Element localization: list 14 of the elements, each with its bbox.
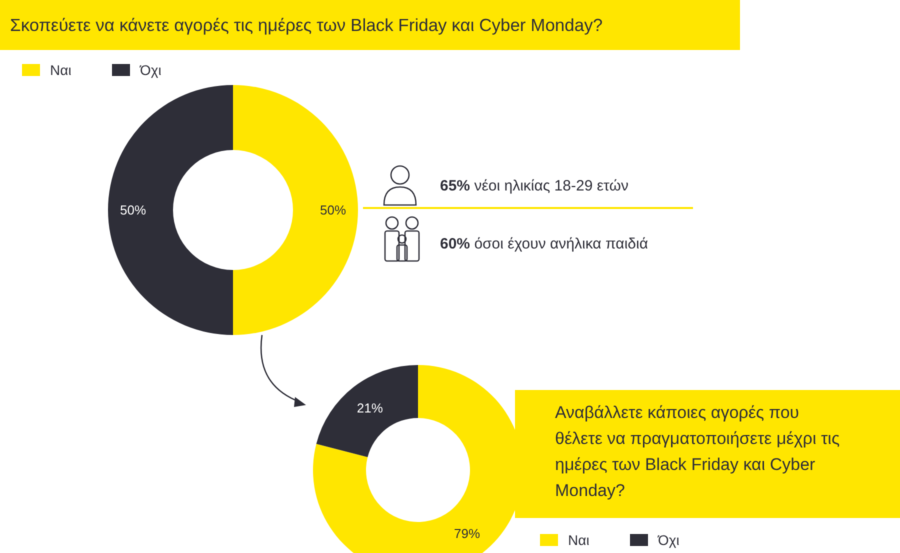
legend-label: Όχι	[657, 532, 680, 548]
legend-label: Ναι	[50, 62, 72, 78]
data-label: 50%	[120, 202, 146, 218]
data-label: 79%	[454, 526, 480, 541]
legend-label: Όχι	[139, 62, 162, 78]
donut-slice	[233, 85, 358, 335]
legend-label: Ναι	[568, 532, 590, 548]
chart-title: Σκοπεύετε να κάνετε αγορές τις ημέρες των Black Friday και Cyber Monday?	[10, 15, 603, 36]
data-label: 21%	[356, 400, 384, 416]
text: 60% όσοι έχουν ανήλικα παιδιά	[440, 235, 648, 252]
text: 65% νέοι ηλικίας 18-29 ετών	[440, 177, 628, 194]
donut-slice	[108, 85, 233, 335]
data-label: 50%	[320, 202, 346, 218]
text: Αναβάλλετε κάποιες αγορές που θέλετε να πραγματοποιήσετε μέχρι τις ημέρες των Black Friday και Cyber Monday?	[555, 403, 840, 500]
